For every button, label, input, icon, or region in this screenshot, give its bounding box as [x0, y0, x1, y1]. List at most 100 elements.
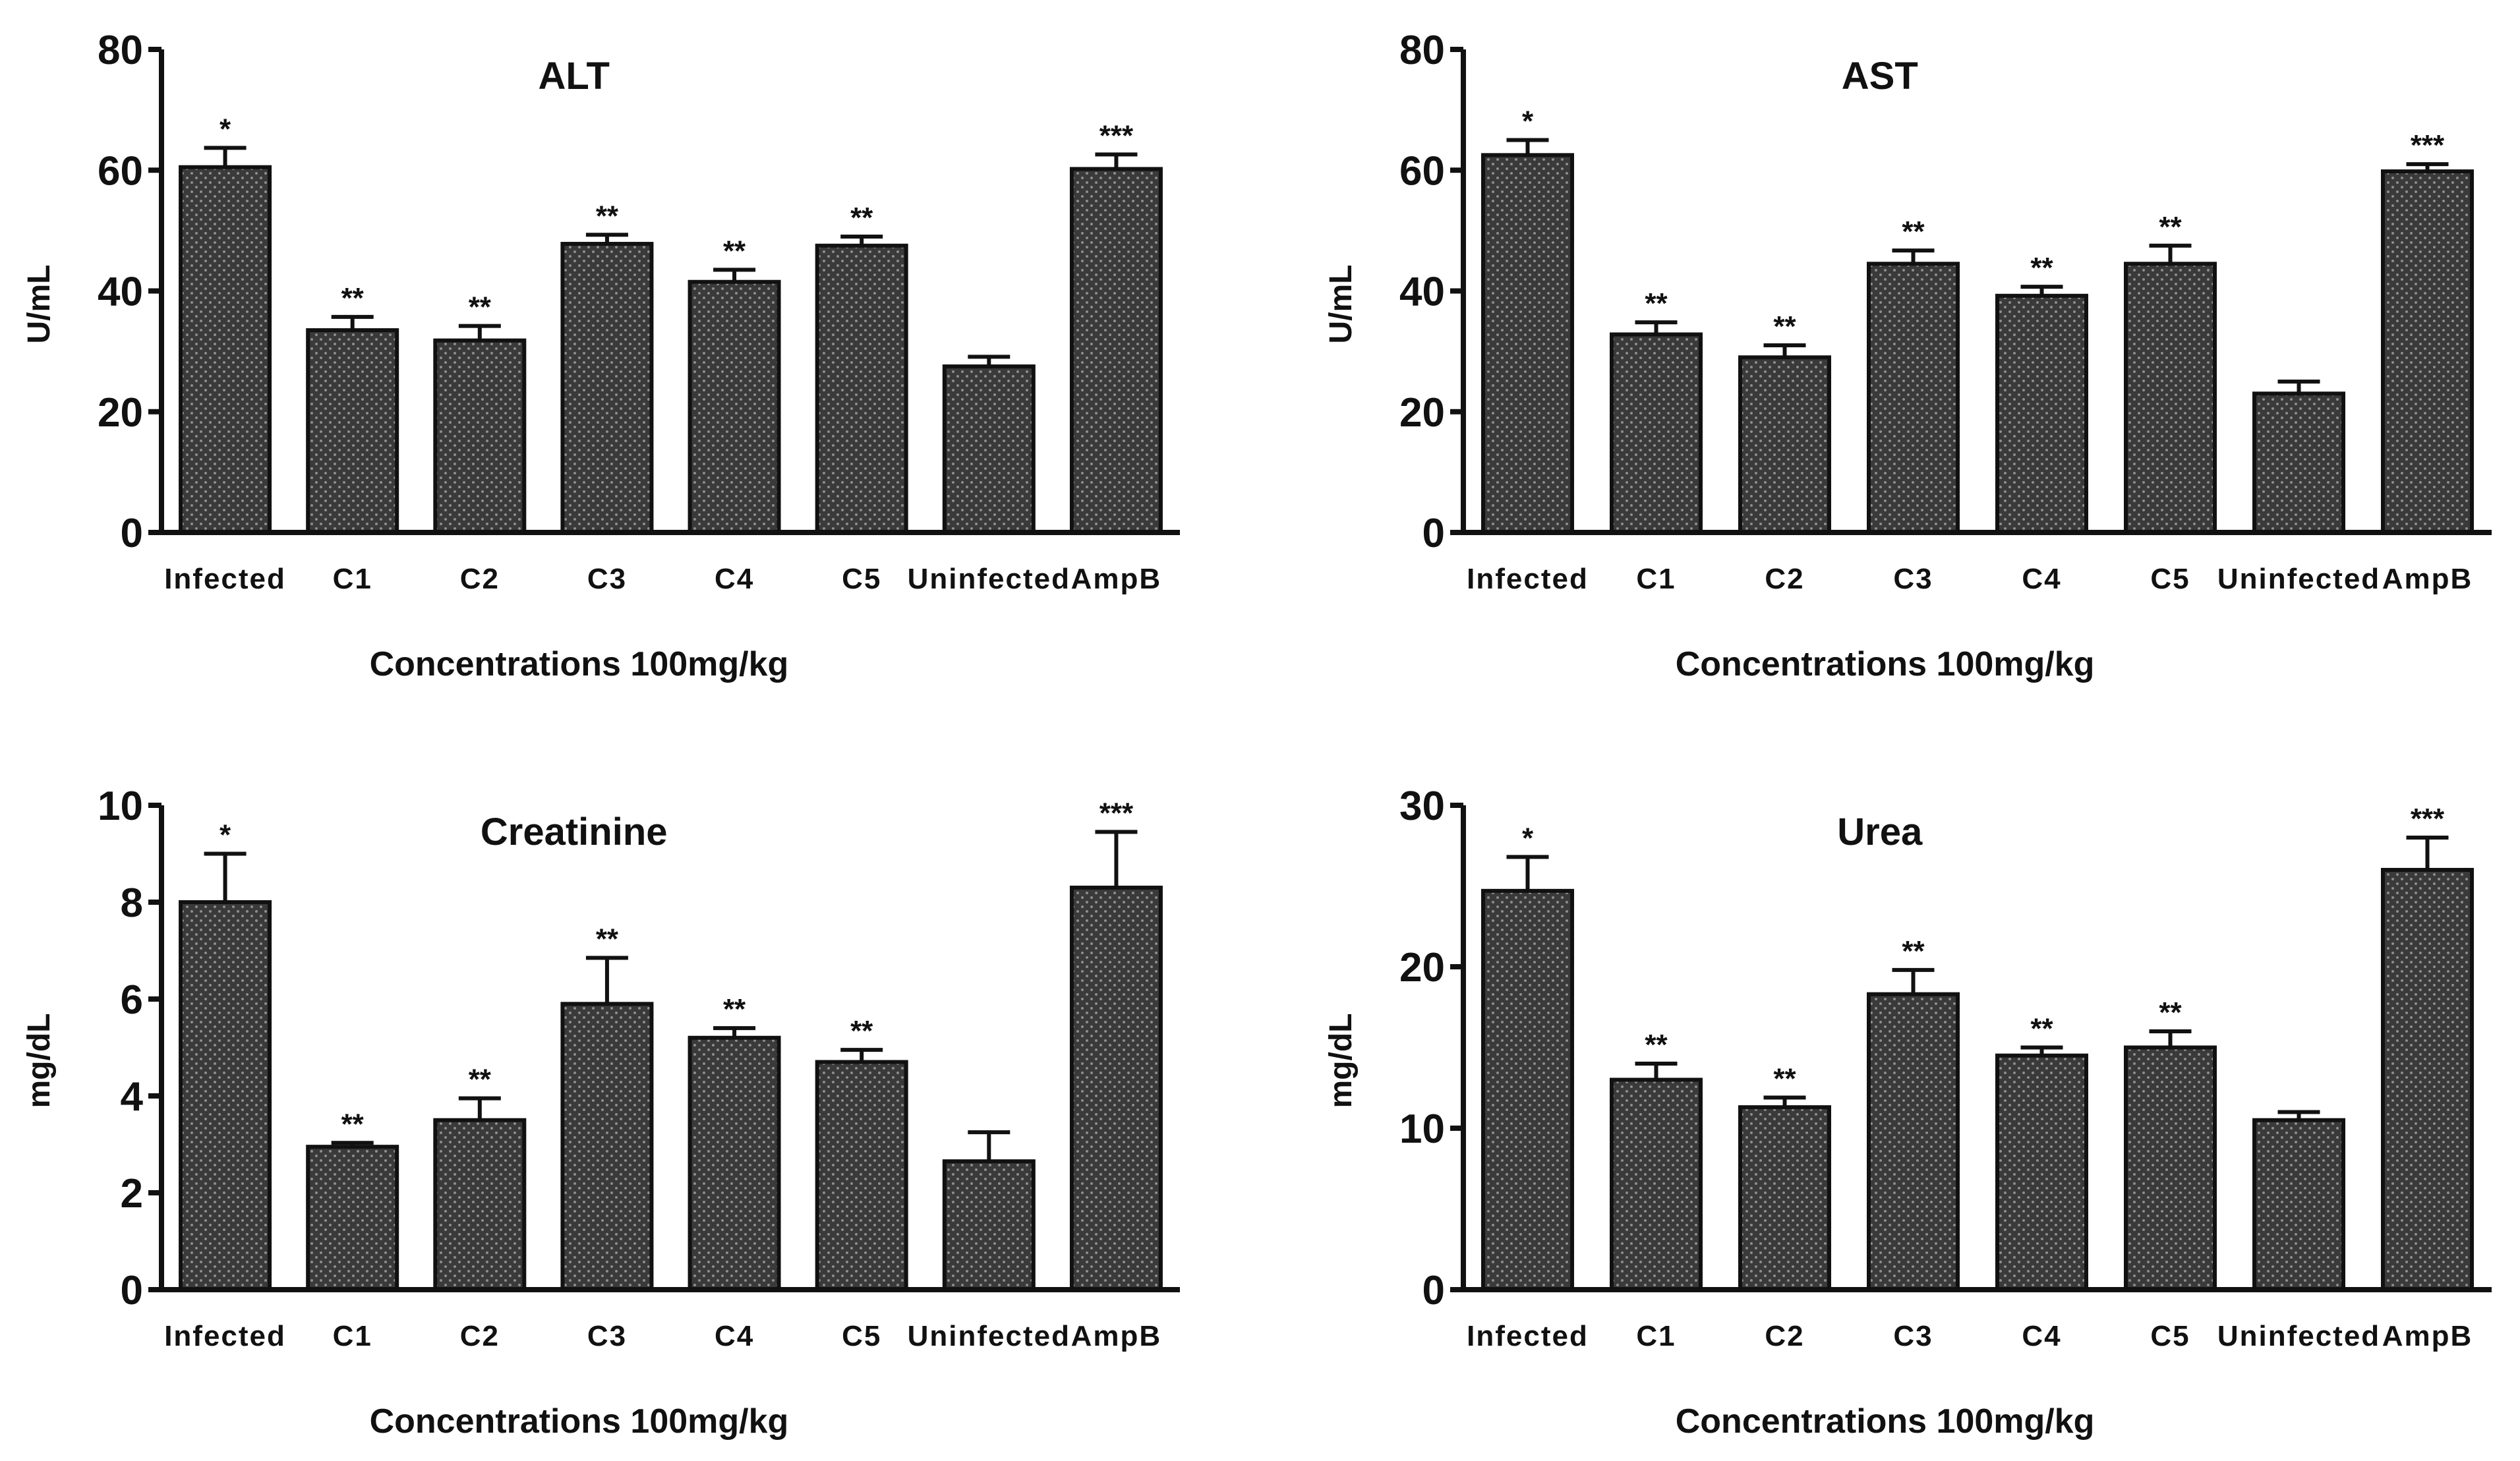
ast-x-tick-label-uninfected: Uninfected	[2217, 563, 2380, 595]
ast-y-tick-label-60: 60	[1399, 148, 1445, 194]
alt-significance-c3: **	[596, 200, 619, 232]
urea-significance-ampb: ***	[2411, 803, 2445, 835]
creatinine-x-tick-label-c4: C4	[715, 1320, 754, 1352]
urea-x-tick-label-c3: C3	[1893, 1320, 1933, 1352]
alt-bar-ampb	[1069, 167, 1163, 535]
creatinine-bar-c4	[688, 1035, 781, 1292]
alt-y-tick-label-80: 80	[98, 28, 143, 73]
creatinine-x-tick-label-c3: C3	[587, 1320, 627, 1352]
urea-x-tick-label-c5: C5	[2150, 1320, 2190, 1352]
creatinine-significance-ampb: ***	[1099, 797, 1134, 829]
alt-bar-c5	[815, 243, 908, 534]
creatinine-significance-c2: **	[469, 1064, 492, 1096]
creatinine-significance-c4: **	[723, 993, 746, 1025]
creatinine-significance-c3: **	[596, 923, 619, 956]
creatinine-y-tick-label-0: 0	[121, 1268, 143, 1313]
creatinine-y-tick-label-6: 6	[121, 977, 143, 1023]
alt-chart-panel: * Infected ** C1 ** C2 ** C3 ** C4 ** C5 Uninfected *…	[22, 28, 1180, 683]
ast-significance-c2: **	[1773, 310, 1796, 343]
creatinine-bar-c5	[815, 1060, 908, 1292]
creatinine-bar-c2	[433, 1118, 527, 1292]
creatinine-bar-c3	[560, 1002, 654, 1292]
urea-x-tick-label-c1: C1	[1636, 1320, 1676, 1352]
urea-bar-c1	[1610, 1077, 1703, 1292]
urea-bar-infected	[1481, 888, 1574, 1292]
alt-x-axis-label: Concentrations 100mg/kg	[370, 645, 789, 683]
ast-x-tick-label-infected: Infected	[1467, 563, 1589, 595]
urea-significance-c5: **	[2159, 996, 2182, 1029]
urea-significance-c2: **	[1773, 1062, 1796, 1095]
alt-x-tick-label-ampb: AmpB	[1071, 563, 1162, 595]
creatinine-significance-c5: **	[850, 1015, 873, 1047]
ast-chart-title: AST	[1842, 55, 1918, 98]
ast-bar-c1	[1610, 332, 1703, 534]
alt-bar-c4	[688, 279, 781, 534]
ast-significance-infected: *	[1522, 105, 1534, 137]
urea-x-tick-label-ampb: AmpB	[2382, 1320, 2473, 1352]
urea-x-tick-label-c4: C4	[2022, 1320, 2061, 1352]
creatinine-x-tick-label-infected: Infected	[164, 1320, 286, 1352]
creatinine-chart-panel: * Infected ** C1 ** C2 ** C3 ** C4 ** C5 Uninfected *…	[22, 784, 1180, 1441]
urea-bar-ampb	[2381, 868, 2474, 1292]
ast-bar-c4	[1995, 293, 2088, 534]
ast-significance-c1: **	[1645, 287, 1668, 320]
ast-bar-c3	[1867, 262, 1960, 534]
urea-x-axis-label: Concentrations 100mg/kg	[1676, 1402, 2095, 1441]
creatinine-x-tick-label-c1: C1	[333, 1320, 372, 1352]
alt-y-tick-label-20: 20	[98, 390, 143, 436]
alt-bar-uninfected	[942, 364, 1036, 534]
creatinine-x-tick-label-ampb: AmpB	[1071, 1320, 1162, 1352]
alt-x-tick-label-c3: C3	[587, 563, 627, 595]
alt-x-tick-label-c4: C4	[715, 563, 754, 595]
alt-significance-infected: *	[220, 113, 231, 145]
urea-y-tick-label-30: 30	[1399, 784, 1445, 829]
creatinine-x-tick-label-c5: C5	[842, 1320, 881, 1352]
creatinine-x-tick-label-c2: C2	[460, 1320, 500, 1352]
urea-x-tick-label-infected: Infected	[1467, 1320, 1589, 1352]
alt-y-tick-label-0: 0	[121, 511, 143, 556]
creatinine-significance-c1: **	[341, 1108, 365, 1140]
ast-y-tick-label-20: 20	[1399, 390, 1445, 436]
alt-x-tick-label-c5: C5	[842, 563, 881, 595]
creatinine-bar-infected	[179, 900, 272, 1292]
creatinine-x-tick-label-uninfected: Uninfected	[908, 1320, 1070, 1352]
urea-bar-c5	[2124, 1045, 2217, 1292]
creatinine-significance-infected: *	[220, 819, 231, 851]
urea-bar-c4	[1995, 1053, 2088, 1292]
creatinine-bar-uninfected	[942, 1159, 1036, 1292]
alt-chart-title: ALT	[538, 55, 609, 98]
urea-significance-c4: **	[2030, 1013, 2053, 1045]
urea-significance-infected: *	[1522, 822, 1534, 854]
ast-significance-ampb: ***	[2411, 129, 2445, 161]
creatinine-y-tick-label-10: 10	[98, 784, 143, 829]
urea-y-tick-label-10: 10	[1399, 1106, 1445, 1152]
alt-bar-infected	[179, 165, 272, 534]
ast-x-tick-label-c2: C2	[1765, 563, 1804, 595]
urea-y-axis-label: mg/dL	[1324, 1014, 1359, 1108]
ast-chart-panel: * Infected ** C1 ** C2 ** C3 ** C4 ** C5 Uninfected *…	[1324, 28, 2492, 683]
ast-significance-c4: **	[2030, 252, 2053, 284]
urea-chart-panel: * Infected ** C1 ** C2 ** C3 ** C4 ** C5 Uninfected *…	[1324, 784, 2492, 1441]
urea-chart-title: Urea	[1837, 811, 1923, 853]
ast-bar-ampb	[2381, 169, 2474, 534]
ast-x-tick-label-c1: C1	[1636, 563, 1676, 595]
urea-y-tick-label-20: 20	[1399, 945, 1445, 990]
alt-x-tick-label-c2: C2	[460, 563, 500, 595]
urea-bar-c3	[1867, 992, 1960, 1292]
ast-y-tick-label-0: 0	[1422, 511, 1445, 556]
ast-bar-c2	[1738, 355, 1831, 534]
ast-bar-uninfected	[2252, 391, 2345, 535]
urea-bar-c2	[1738, 1105, 1831, 1292]
ast-significance-c3: **	[1902, 215, 1925, 248]
urea-x-tick-label-c2: C2	[1765, 1320, 1804, 1352]
alt-x-tick-label-uninfected: Uninfected	[908, 563, 1070, 595]
alt-significance-ampb: ***	[1099, 119, 1134, 152]
creatinine-y-tick-label-2: 2	[121, 1171, 143, 1217]
ast-x-tick-label-ampb: AmpB	[2382, 563, 2473, 595]
urea-significance-c3: **	[1902, 935, 1925, 967]
ast-y-axis-label: U/mL	[1324, 265, 1359, 344]
urea-bar-uninfected	[2252, 1118, 2345, 1292]
alt-bar-c3	[560, 242, 654, 534]
urea-x-tick-label-uninfected: Uninfected	[2217, 1320, 2380, 1352]
